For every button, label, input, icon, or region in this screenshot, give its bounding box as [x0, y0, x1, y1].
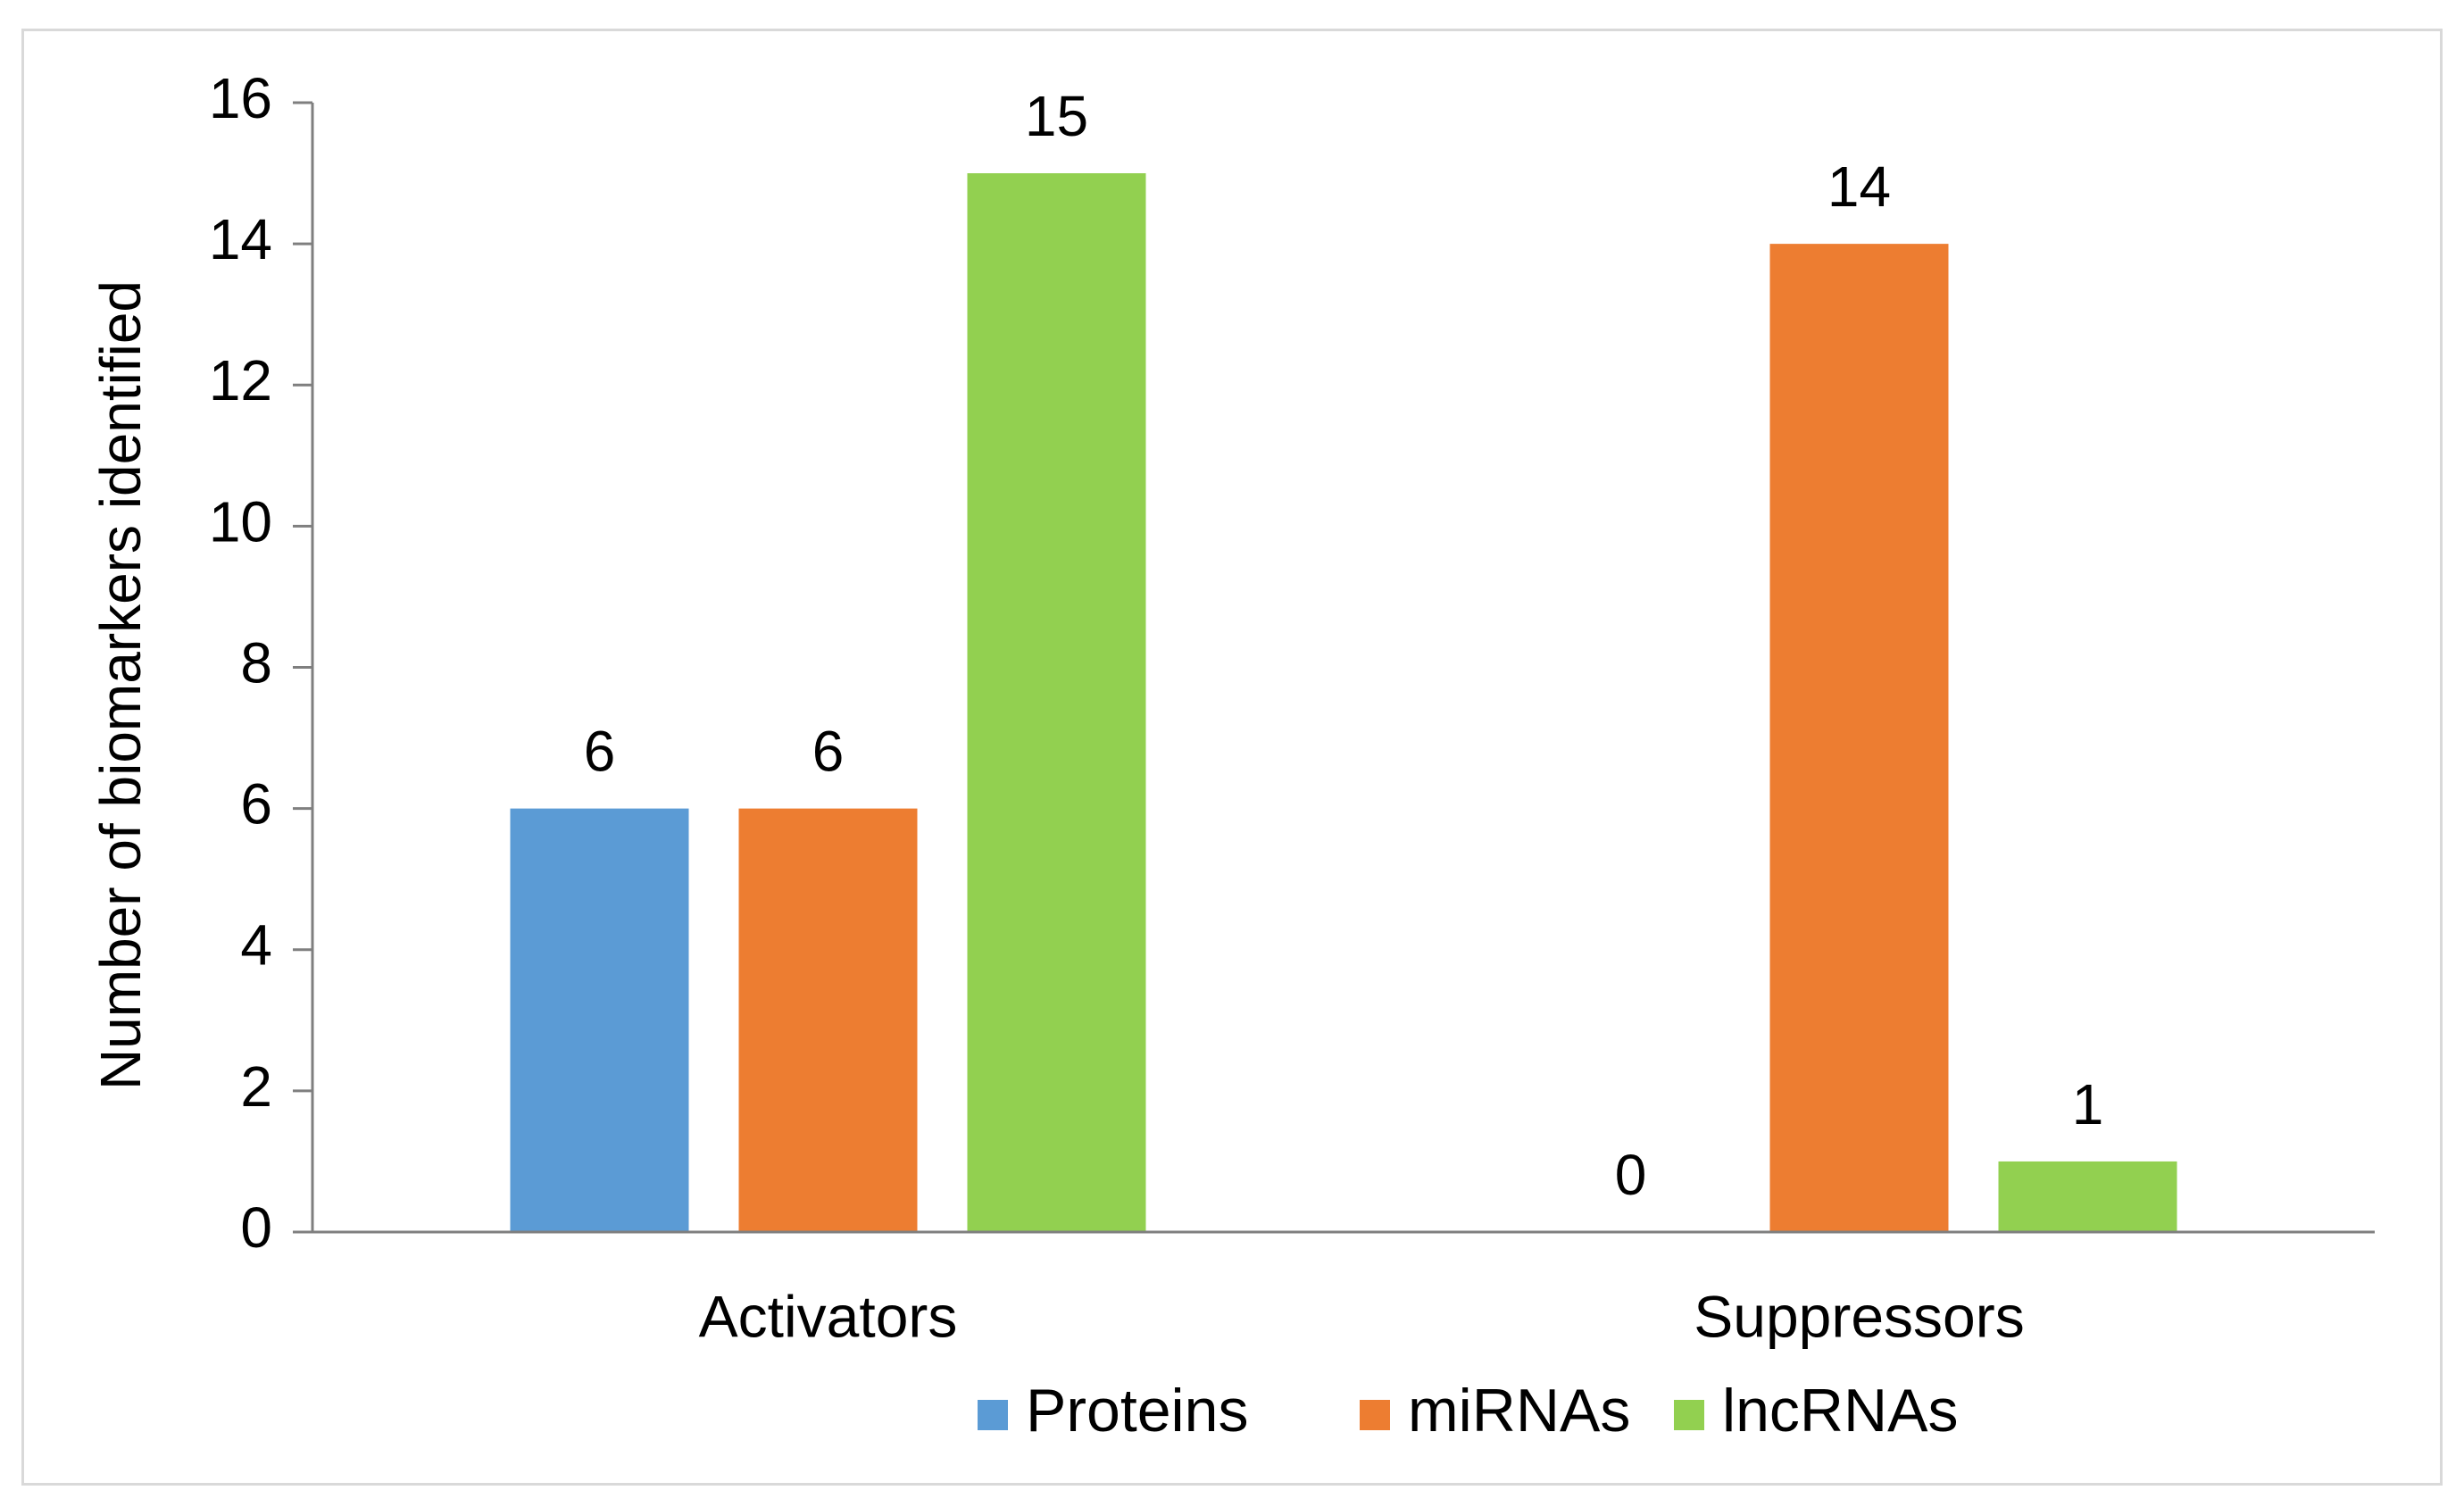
y-tick-label: 14 [209, 207, 272, 271]
y-tick-labels: 0 2 4 6 8 10 12 14 16 [209, 66, 272, 1260]
y-tick-label: 8 [240, 630, 272, 695]
legend-label: Proteins [1026, 1377, 1248, 1445]
y-tick-label: 6 [240, 772, 272, 837]
legend-label: miRNAs [1408, 1377, 1630, 1445]
legend-label: lncRNAs [1722, 1377, 1959, 1445]
y-tick-label: 10 [209, 489, 272, 554]
y-tick-label: 0 [240, 1195, 272, 1260]
bar-lncrnas-activators [967, 173, 1146, 1232]
y-axis-title: Number of biomarkers identified [88, 280, 153, 1090]
legend-item-lncrnas: lncRNAs [1674, 1377, 1959, 1445]
data-label: 14 [1827, 154, 1891, 219]
legend: Proteins miRNAs lncRNAs [978, 1377, 1959, 1445]
axes-layer [293, 101, 2375, 1234]
x-category-label: Suppressors [1694, 1283, 2025, 1349]
data-labels-layer: 6 6 15 0 14 1 [584, 84, 2104, 1207]
data-label: 1 [2072, 1072, 2104, 1136]
chart-frame [21, 29, 2443, 1486]
y-axis-title-group: Number of biomarkers identified [88, 280, 153, 1090]
bar-lncrnas-suppressors [1998, 1161, 2177, 1232]
legend-swatch [1674, 1400, 1704, 1430]
data-label: 6 [584, 720, 616, 784]
bar-mirnas-suppressors [1769, 244, 1949, 1232]
y-tick-label: 2 [240, 1054, 272, 1119]
data-label: 6 [812, 720, 845, 784]
x-category-labels: Activators Suppressors [699, 1283, 2025, 1349]
x-category-label: Activators [699, 1283, 958, 1349]
legend-item-proteins: Proteins [978, 1377, 1248, 1445]
data-label: 15 [1025, 84, 1088, 148]
y-tick-label: 12 [209, 348, 272, 412]
bar-mirnas-activators [738, 808, 918, 1232]
y-tick-label: 4 [240, 913, 272, 978]
legend-item-mirnas: miRNAs [1360, 1377, 1630, 1445]
legend-swatch [1360, 1400, 1390, 1430]
y-tick-label: 16 [209, 66, 272, 130]
bar-proteins-activators [510, 808, 689, 1232]
data-label: 0 [1615, 1143, 1647, 1207]
legend-swatch [978, 1400, 1008, 1430]
bars-layer [510, 173, 2177, 1232]
